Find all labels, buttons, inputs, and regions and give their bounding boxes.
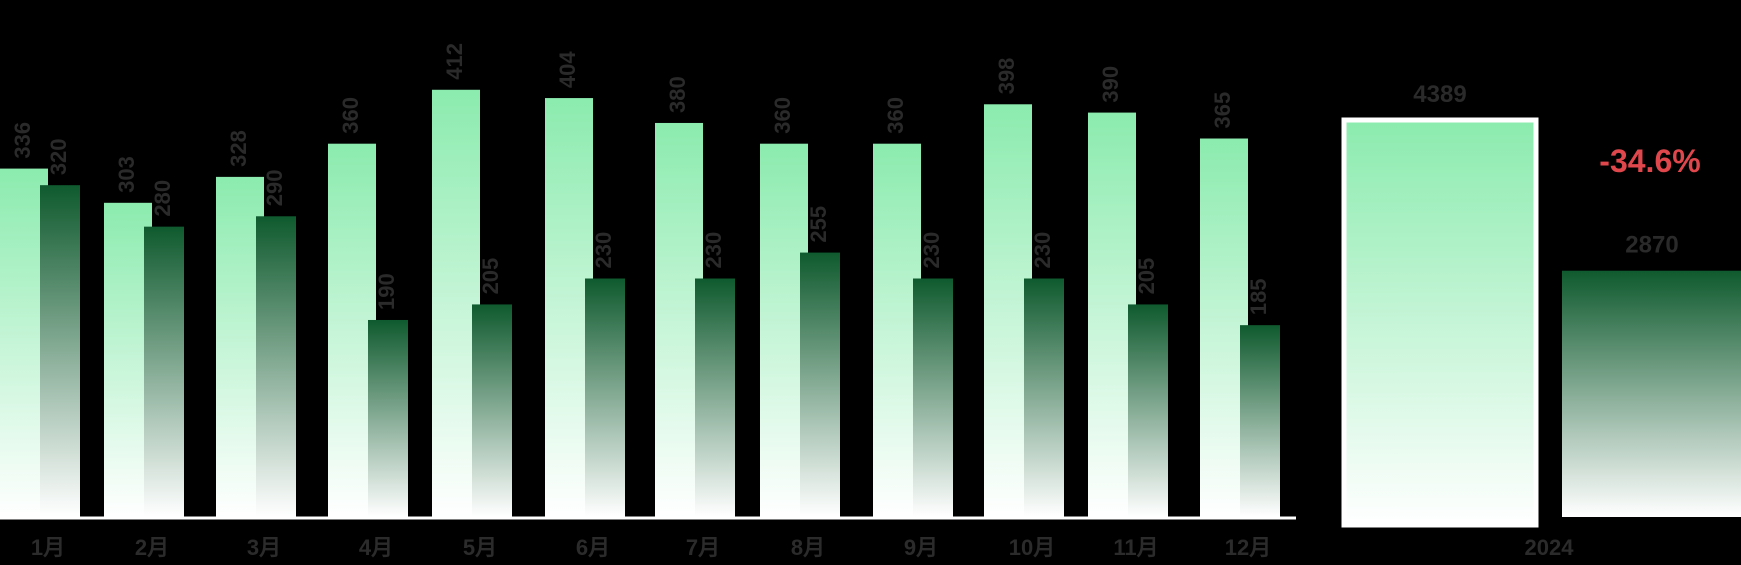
bar-series2-2 xyxy=(144,226,184,518)
bar-series2-10 xyxy=(1024,278,1064,517)
bar-series2-6 xyxy=(585,278,625,517)
x-tick-label-1: 1月 xyxy=(31,535,65,560)
x-tick-label-9: 9月 xyxy=(904,535,938,560)
bar-value-label-series2-12: 185 xyxy=(1246,278,1271,315)
bar-value-label-series1-3: 328 xyxy=(226,130,251,167)
bar-series2-1 xyxy=(40,185,80,517)
x-tick-label-5: 5月 xyxy=(463,535,497,560)
monthly-value-labels-group: 336 320 303 280 328 290 360 190 412 205 404 230 380 2… xyxy=(10,43,1271,315)
x-tick-label-2: 2月 xyxy=(135,535,169,560)
bar-series2-11 xyxy=(1128,304,1168,517)
bar-series2-5 xyxy=(472,304,512,517)
bar-value-label-series1-7: 380 xyxy=(665,76,690,113)
total-bars-group xyxy=(1341,117,1741,528)
bar-value-label-series1-6: 404 xyxy=(555,51,580,88)
x-tick-label-3: 3月 xyxy=(247,535,281,560)
x-tick-label-11: 11月 xyxy=(1113,535,1158,560)
total-bar-series1 xyxy=(1341,117,1539,528)
bar-series2-7 xyxy=(695,278,735,517)
x-tick-label-8: 8月 xyxy=(791,535,825,560)
total-value-label-series2: 2870 xyxy=(1625,232,1678,259)
bar-value-label-series1-10: 398 xyxy=(994,58,1019,95)
x-axis-tick-labels-group: 1月 2月 3月 4月 5月 6月 7月 8月 9月 10月 11月 12月 xyxy=(31,535,1271,560)
monthly-bars-group xyxy=(0,89,1280,518)
bar-value-label-series2-5: 205 xyxy=(478,258,503,295)
bar-value-label-series2-4: 190 xyxy=(374,273,399,310)
x-tick-label-12: 12月 xyxy=(1225,535,1271,560)
total-labels-group: 4389 2870 -34.6% 2024 xyxy=(1413,81,1700,560)
bar-series2-8 xyxy=(800,252,840,517)
bar-value-label-series1-8: 360 xyxy=(770,97,795,134)
bar-series2-12 xyxy=(1240,325,1280,517)
total-value-label-series1: 4389 xyxy=(1413,81,1466,108)
bar-value-label-series1-11: 390 xyxy=(1098,66,1123,103)
bar-series2-4 xyxy=(368,319,408,517)
bar-value-label-series2-3: 290 xyxy=(262,170,287,207)
bar-value-label-series1-2: 303 xyxy=(114,156,139,193)
bar-value-label-series1-5: 412 xyxy=(442,43,467,80)
x-tick-label-4: 4月 xyxy=(359,535,393,560)
bar-value-label-series1-1: 336 xyxy=(10,122,35,159)
bar-value-label-series1-9: 360 xyxy=(883,97,908,134)
bar-value-label-series2-10: 230 xyxy=(1030,232,1055,269)
bar-value-label-series2-9: 230 xyxy=(919,232,944,269)
total-x-tick-label: 2024 xyxy=(1525,535,1575,560)
bar-value-label-series2-7: 230 xyxy=(701,232,726,269)
bar-value-label-series2-1: 320 xyxy=(46,138,71,175)
bar-value-label-series1-4: 360 xyxy=(338,97,363,134)
bar-value-label-series2-8: 255 xyxy=(806,206,831,243)
bar-series2-9 xyxy=(913,278,953,517)
change-percentage-label: -34.6% xyxy=(1599,143,1700,179)
total-bar-series2 xyxy=(1562,270,1741,517)
x-tick-label-7: 7月 xyxy=(686,535,720,560)
bar-value-label-series2-2: 280 xyxy=(150,180,175,217)
x-tick-label-6: 6月 xyxy=(576,535,610,560)
bar-value-label-series2-6: 230 xyxy=(591,232,616,269)
bar-value-label-series1-12: 365 xyxy=(1210,92,1235,129)
bar-series2-3 xyxy=(256,216,296,518)
x-tick-label-10: 10月 xyxy=(1009,535,1055,560)
bar-value-label-series2-11: 205 xyxy=(1134,258,1159,295)
